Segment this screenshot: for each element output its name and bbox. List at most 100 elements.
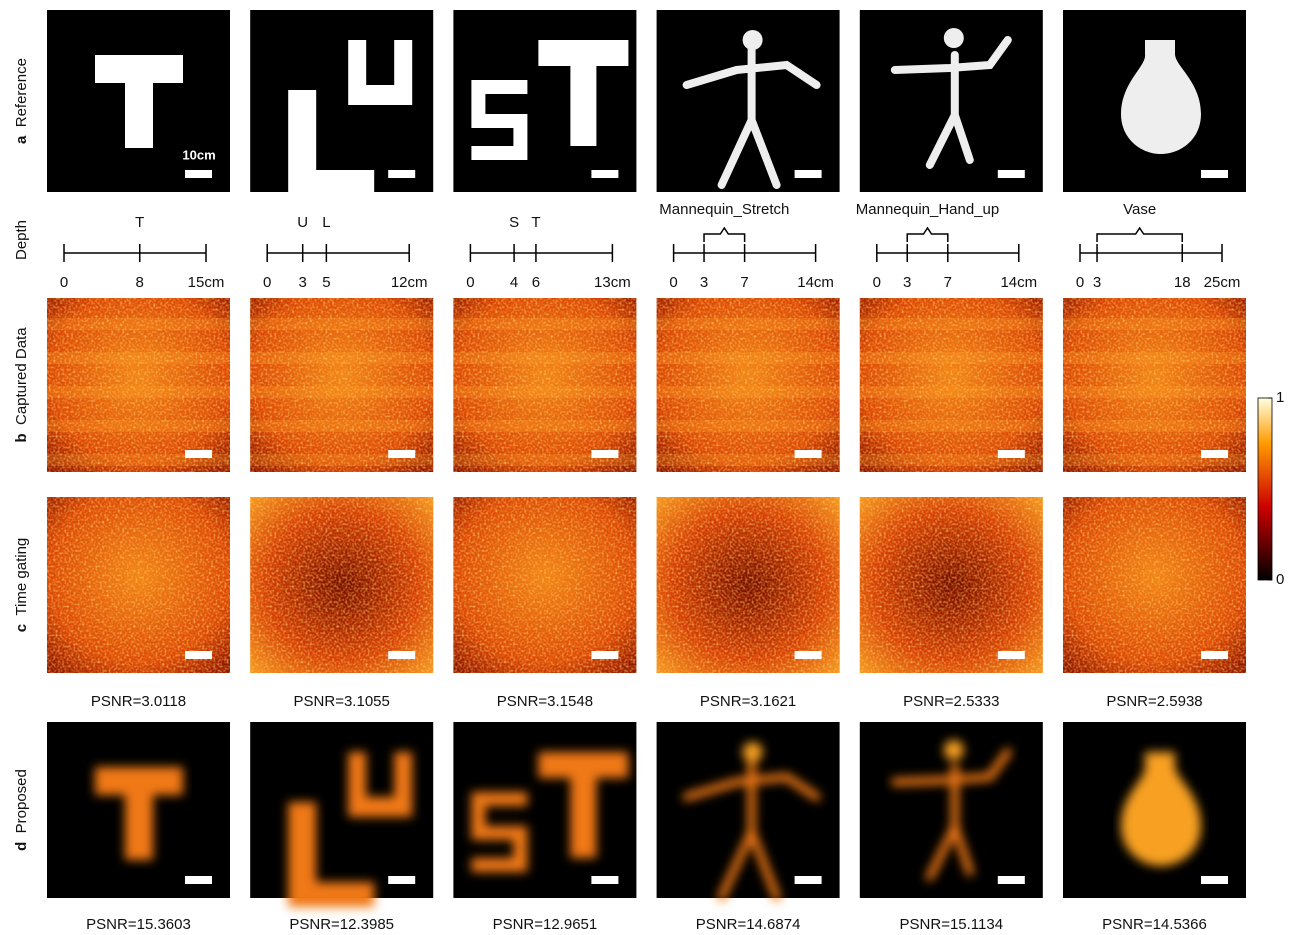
psnr-time-gating: PSNR=3.1621: [700, 693, 796, 710]
depth-tick-label: 7: [740, 274, 748, 291]
depth-tick-label: 3: [903, 274, 911, 291]
depth-tick-label: 3: [1093, 274, 1101, 291]
scale-bar: [591, 450, 619, 458]
psnr-proposed: PSNR=12.3985: [289, 916, 394, 933]
depth-tick-label: 14cm: [797, 274, 834, 291]
psnr-time-gating: PSNR=2.5333: [903, 693, 999, 710]
psnr-time-gating: PSNR=2.5938: [1106, 693, 1202, 710]
object-label: U: [297, 214, 308, 231]
scale-bar: [794, 170, 822, 178]
noise: [453, 497, 637, 673]
heatmap-panel: [1063, 497, 1246, 673]
heatmap-panel: [47, 497, 230, 673]
depth-tick-label: 3: [299, 274, 307, 291]
proposed-panel: [1063, 722, 1246, 898]
scale-bar: [997, 876, 1025, 884]
psnr-time-gating: PSNR=3.0118: [91, 693, 186, 710]
scale-bar: [185, 450, 212, 458]
depth-tick-label: 0: [60, 274, 68, 291]
noise: [47, 497, 230, 673]
shape: [471, 792, 528, 872]
depth-tick-label: 18: [1174, 274, 1191, 291]
shape: [890, 748, 1012, 881]
depth-tick-label: 25cm: [1204, 274, 1241, 291]
heatmap-panel: [656, 298, 840, 472]
depth-bracket: [1096, 226, 1183, 242]
scale-bar: [185, 170, 212, 178]
shape: [288, 802, 375, 907]
depth-tick-label: 6: [532, 274, 540, 291]
shape: [742, 30, 763, 50]
scale-bar: [388, 651, 416, 659]
row-letter: d: [13, 842, 30, 851]
shape: [95, 55, 183, 148]
proposed-panel: [250, 722, 434, 907]
shape: [288, 90, 375, 195]
colorbar-tick-label: 0: [1276, 571, 1284, 588]
scale-bar: [794, 651, 822, 659]
blurred-shape: [95, 767, 183, 860]
scale-bar: [591, 170, 619, 178]
row-letter: c: [13, 624, 30, 632]
blurred-shape: [471, 752, 629, 872]
heatmap-panel: [1063, 298, 1246, 472]
scale-bar: [185, 651, 212, 659]
shape: [742, 742, 763, 762]
depth-tick-label: 12cm: [391, 274, 428, 291]
psnr-proposed: PSNR=15.3603: [86, 916, 191, 933]
row-space: [13, 425, 30, 433]
row-letter: a: [13, 135, 30, 144]
reference-panel: [656, 10, 840, 192]
depth-tick-label: 3: [700, 274, 708, 291]
depth-bracket: [906, 226, 949, 242]
scale-bar: [388, 170, 416, 178]
depth-tick-label: 0: [466, 274, 474, 291]
noise: [453, 298, 637, 472]
shape: [943, 28, 964, 48]
noise: [1063, 497, 1246, 673]
colorbar: [1257, 397, 1273, 581]
depth-bracket: [703, 226, 746, 242]
noise: [1063, 298, 1246, 472]
shape: [471, 80, 528, 160]
reference-panel: [1063, 10, 1246, 192]
row-label: b Captured Data: [13, 327, 30, 443]
depth-tick-label: 0: [263, 274, 271, 291]
object-label: T: [531, 214, 540, 231]
object-label: Mannequin_Stretch: [659, 201, 789, 218]
row-text: Proposed: [13, 769, 30, 833]
reference-panel: [453, 10, 637, 192]
psnr-proposed: PSNR=12.9651: [493, 916, 598, 933]
heatmap-panel: [47, 298, 230, 472]
depth-tick-label: 13cm: [594, 274, 631, 291]
depth-tick-label: 0: [669, 274, 677, 291]
noise: [859, 497, 1043, 673]
scale-bar: [1201, 450, 1228, 458]
reference-panel: [859, 10, 1043, 192]
noise: [656, 497, 840, 673]
scale-bar: [591, 876, 619, 884]
scale-bar: [388, 876, 416, 884]
row-text: Time gating: [13, 538, 30, 616]
shape: [1121, 40, 1201, 154]
psnr-time-gating: PSNR=3.1055: [294, 693, 390, 710]
shape: [348, 752, 413, 817]
row-letter: b: [13, 433, 30, 442]
scale-bar: [794, 876, 822, 884]
colorbar-tick-label: 1: [1276, 389, 1284, 406]
proposed-panel: [453, 722, 637, 898]
shape: [682, 46, 821, 189]
scale-bar: [1201, 170, 1228, 178]
object-label: Vase: [1123, 201, 1156, 218]
scale-bar: [388, 450, 416, 458]
scale-bar: [185, 876, 212, 884]
shape: [1121, 752, 1201, 866]
blurred-shape: [1121, 752, 1201, 866]
depth-tick-label: 15cm: [188, 274, 225, 291]
scale-bar: [1201, 651, 1228, 659]
row-label: d Proposed: [13, 769, 30, 851]
scale-bar-label: 10cm: [182, 147, 215, 162]
depth-tick-label: 0: [1076, 274, 1084, 291]
depth-tick-label: 5: [322, 274, 330, 291]
